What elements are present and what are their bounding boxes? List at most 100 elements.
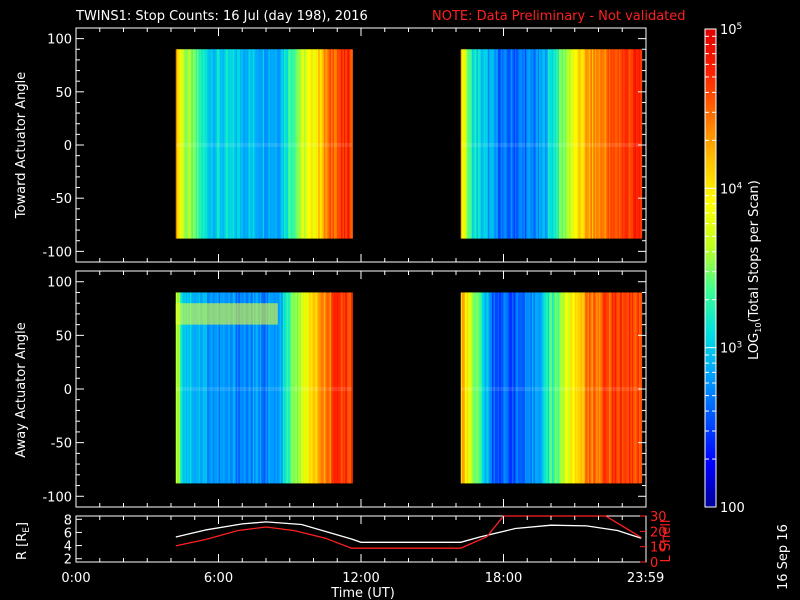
heatmap-column (611, 292, 614, 484)
heatmap-column (623, 292, 626, 484)
heatmap-column (191, 49, 194, 239)
heatmap-column (549, 49, 551, 239)
heatmap-column (473, 49, 476, 239)
heatmap-column (626, 292, 628, 484)
heatmap-column (308, 292, 311, 484)
heatmap-column (475, 292, 477, 484)
series-line-r (175, 521, 642, 543)
heatmap-column (544, 49, 547, 239)
heatmap-column (182, 49, 185, 239)
heatmap-column (564, 49, 567, 239)
heatmap-column (227, 292, 229, 484)
heatmap-column (209, 292, 212, 484)
heatmap-column (611, 49, 614, 239)
heatmap-column (522, 292, 524, 484)
colorbar-tick-label: 103 (720, 341, 742, 357)
heatmap-column (553, 292, 556, 484)
heatmap-column (266, 49, 269, 239)
heatmap-column (606, 292, 608, 484)
heatmap-column (608, 49, 611, 239)
heatmap-column (540, 292, 543, 484)
heatmap-column (593, 292, 596, 484)
heatmap-column (228, 292, 231, 484)
heatmap-column (584, 292, 587, 484)
heatmap-column (204, 49, 207, 239)
heatmap-column (268, 292, 271, 484)
heatmap-column (594, 292, 597, 484)
heatmap-column (242, 49, 245, 239)
heatmap-column (510, 49, 513, 239)
heatmap-column (598, 49, 601, 239)
heatmap-column (623, 49, 626, 239)
heatmap-column (482, 292, 484, 484)
heatmap-column (266, 292, 269, 484)
heatmap-column (338, 292, 341, 484)
heatmap-column (249, 49, 252, 239)
zero-angle-band (460, 142, 642, 148)
heatmap-column (227, 49, 229, 239)
heatmap-column (529, 292, 531, 484)
heatmap-column (512, 49, 514, 239)
heatmap-column (335, 292, 338, 484)
heatmap-column (527, 292, 530, 484)
heatmap-column (460, 49, 463, 239)
heatmap-column (534, 292, 537, 484)
heatmap-column (335, 49, 338, 239)
heatmap-column (466, 292, 469, 484)
heatmap-column (351, 49, 353, 239)
heatmap-column (295, 49, 298, 239)
heatmap-column (204, 292, 207, 484)
heatmap-column (305, 49, 308, 239)
heatmap-column (275, 49, 278, 239)
heatmap-column (217, 292, 219, 484)
heatmap-column (497, 49, 500, 239)
heatmap-column (633, 49, 635, 239)
heatmap-column (234, 292, 236, 484)
heatmap-column (271, 292, 274, 484)
heatmap-column (190, 49, 192, 239)
heatmap-column (315, 49, 318, 239)
heatmap-column (212, 292, 215, 484)
heatmap-column (543, 49, 546, 239)
heatmap-column (336, 49, 339, 239)
heatmap-column (559, 49, 561, 239)
heatmap-column (232, 49, 235, 239)
x-tick-label: 23:59 (627, 571, 664, 586)
high-count-band (175, 303, 278, 325)
heatmap-column (526, 292, 529, 484)
heatmap-column (259, 49, 262, 239)
heatmap-column (560, 49, 563, 239)
heatmap-column (600, 292, 603, 484)
heatmap-column (541, 292, 544, 484)
heatmap-column (235, 49, 238, 239)
heatmap-column (336, 292, 339, 484)
heatmap-column (175, 49, 178, 239)
heatmap-column (229, 292, 232, 484)
heatmap-column (274, 292, 276, 484)
heatmap-column (218, 292, 221, 484)
heatmap-column (490, 49, 493, 239)
toward-angle-heatmap-panel: 100 50 0 -50 -100 (42, 27, 647, 263)
heatmap-column (492, 49, 494, 239)
heatmap-column (520, 49, 523, 239)
heatmap-column (547, 292, 550, 484)
y-tick-label: 2 (64, 553, 72, 568)
heatmap-column (286, 292, 289, 484)
heatmap-column (346, 292, 349, 484)
heatmap-column (503, 292, 506, 484)
y-tick-label: -50 (51, 192, 72, 207)
heatmap-column (496, 49, 499, 239)
heatmap-column (190, 292, 192, 484)
heatmap-column (313, 292, 316, 484)
heatmap-column (547, 49, 550, 239)
heatmap-column (530, 49, 533, 239)
x-tick-label: 18:00 (485, 571, 522, 586)
heatmap-column (339, 49, 342, 239)
heatmap-column (604, 49, 607, 239)
heatmap-column (264, 292, 266, 484)
heatmap-column (571, 49, 574, 239)
heatmap-column (295, 292, 298, 484)
heatmap-column (175, 292, 178, 484)
heatmap-column (504, 49, 507, 239)
heatmap-column (540, 49, 543, 239)
